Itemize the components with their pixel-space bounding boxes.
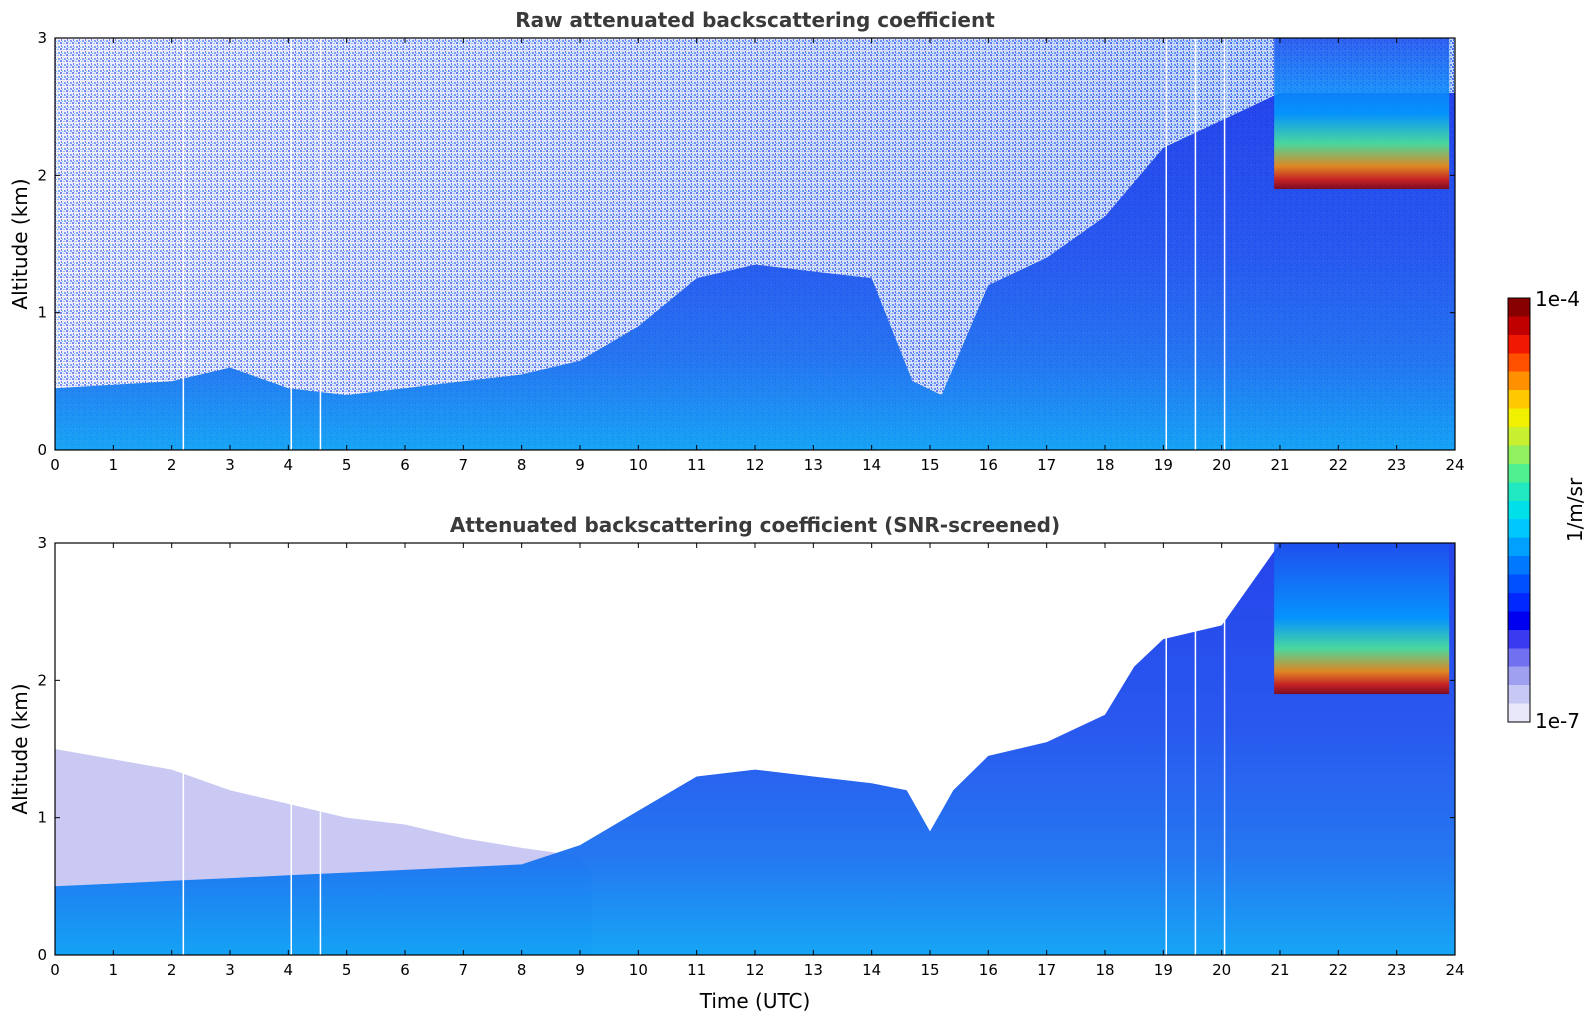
x-tick-label: 22 bbox=[1329, 456, 1348, 474]
x-tick-label: 24 bbox=[1445, 456, 1464, 474]
x-tick-label: 1 bbox=[109, 456, 119, 474]
y-tick-label: 3 bbox=[37, 534, 47, 552]
x-tick-label: 23 bbox=[1387, 961, 1406, 979]
panel-raw-ylabel: Altitude (km) bbox=[8, 178, 32, 309]
x-tick-label: 11 bbox=[687, 456, 706, 474]
colorbar-gradient bbox=[1507, 297, 1531, 723]
y-tick-label: 3 bbox=[37, 29, 47, 47]
y-tick-label: 0 bbox=[37, 946, 47, 964]
x-tick-label: 12 bbox=[745, 961, 764, 979]
panel-screened-xlabel: Time (UTC) bbox=[699, 989, 811, 1013]
y-tick-label: 1 bbox=[37, 304, 47, 322]
y-tick-label: 0 bbox=[37, 441, 47, 459]
x-tick-label: 14 bbox=[862, 961, 881, 979]
x-tick-label: 9 bbox=[575, 456, 585, 474]
y-tick-label: 2 bbox=[37, 671, 47, 689]
x-tick-label: 17 bbox=[1037, 961, 1056, 979]
x-tick-label: 0 bbox=[50, 961, 60, 979]
x-tick-label: 19 bbox=[1154, 456, 1173, 474]
x-tick-label: 1 bbox=[109, 961, 119, 979]
y-tick-label: 2 bbox=[37, 166, 47, 184]
x-tick-label: 0 bbox=[50, 456, 60, 474]
x-tick-label: 11 bbox=[687, 961, 706, 979]
colorbar: 1e-4 1e-7 1/m/sr bbox=[1507, 287, 1587, 733]
panel-raw-x-ticks: 0 1 2 3 4 5 6 7 8 9 10 11 12 13 14 15 16 17 18 19 20 21 22 23 24 bbox=[50, 38, 1465, 474]
cloud-layer bbox=[1274, 543, 1450, 695]
colorbar-label: 1/m/sr bbox=[1563, 477, 1587, 542]
x-tick-label: 8 bbox=[517, 961, 527, 979]
x-tick-label: 15 bbox=[920, 961, 939, 979]
x-tick-label: 13 bbox=[804, 961, 823, 979]
x-tick-label: 22 bbox=[1329, 961, 1348, 979]
x-tick-label: 17 bbox=[1037, 456, 1056, 474]
x-tick-label: 20 bbox=[1212, 961, 1231, 979]
x-tick-label: 4 bbox=[284, 456, 294, 474]
x-tick-label: 19 bbox=[1154, 961, 1173, 979]
panel-screened-x-ticks: 0 1 2 3 4 5 6 7 8 9 10 11 12 13 14 15 16 17 18 19 20 21 22 23 24 bbox=[50, 543, 1465, 979]
colorbar-max-label: 1e-4 bbox=[1535, 287, 1580, 311]
x-tick-label: 10 bbox=[629, 961, 648, 979]
panel-screened-y-ticks: 0 1 2 3 bbox=[37, 534, 1455, 964]
x-tick-label: 2 bbox=[167, 961, 177, 979]
panel-screened-ylabel: Altitude (km) bbox=[8, 683, 32, 814]
x-tick-label: 14 bbox=[862, 456, 881, 474]
x-tick-label: 3 bbox=[225, 456, 235, 474]
x-tick-label: 20 bbox=[1212, 456, 1231, 474]
x-tick-label: 12 bbox=[745, 456, 764, 474]
x-tick-label: 2 bbox=[167, 456, 177, 474]
colorbar-min-label: 1e-7 bbox=[1535, 709, 1580, 733]
x-tick-label: 16 bbox=[979, 456, 998, 474]
x-tick-label: 5 bbox=[342, 961, 352, 979]
panel-raw: Raw attenuated backscattering coefficien… bbox=[8, 8, 1465, 474]
screened-signal-region bbox=[55, 543, 1455, 955]
x-tick-label: 13 bbox=[804, 456, 823, 474]
x-tick-label: 9 bbox=[575, 961, 585, 979]
x-tick-label: 18 bbox=[1095, 961, 1114, 979]
x-tick-label: 10 bbox=[629, 456, 648, 474]
x-tick-label: 18 bbox=[1095, 456, 1114, 474]
x-tick-label: 6 bbox=[400, 961, 410, 979]
x-tick-label: 7 bbox=[459, 961, 469, 979]
y-tick-label: 1 bbox=[37, 809, 47, 827]
panel-raw-title: Raw attenuated backscattering coefficien… bbox=[515, 8, 995, 32]
x-tick-label: 23 bbox=[1387, 456, 1406, 474]
panel-screened: Attenuated backscattering coefficient (S… bbox=[8, 513, 1465, 1013]
x-tick-label: 21 bbox=[1270, 961, 1289, 979]
panel-raw-y-ticks: 0 1 2 3 bbox=[37, 29, 1455, 459]
x-tick-label: 24 bbox=[1445, 961, 1464, 979]
x-tick-label: 5 bbox=[342, 456, 352, 474]
x-tick-label: 8 bbox=[517, 456, 527, 474]
x-tick-label: 3 bbox=[225, 961, 235, 979]
x-tick-label: 21 bbox=[1270, 456, 1289, 474]
panel-raw-plot-area bbox=[55, 38, 1455, 450]
x-tick-label: 4 bbox=[284, 961, 294, 979]
cloud-layer bbox=[1274, 38, 1450, 190]
x-tick-label: 7 bbox=[459, 456, 469, 474]
x-tick-label: 6 bbox=[400, 456, 410, 474]
x-tick-label: 15 bbox=[920, 456, 939, 474]
panel-screened-title: Attenuated backscattering coefficient (S… bbox=[450, 513, 1060, 537]
panel-screened-plot-area bbox=[55, 543, 1455, 955]
boundary-layer-region bbox=[55, 92, 1455, 450]
x-tick-label: 16 bbox=[979, 961, 998, 979]
